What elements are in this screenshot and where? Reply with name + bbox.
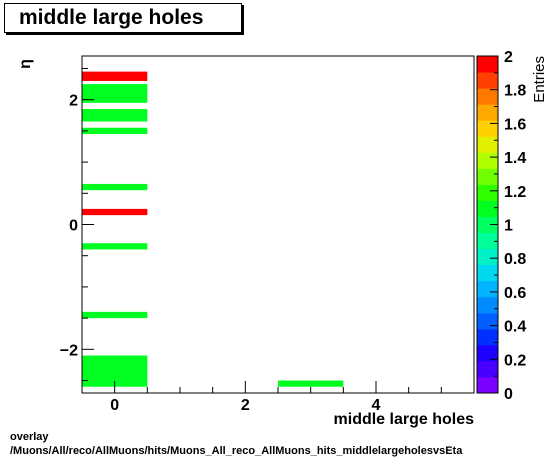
- colorbar-segment: [477, 248, 498, 266]
- colorbar-segment: [477, 136, 498, 153]
- heatmap-cell: [82, 311, 148, 319]
- footer-path-label: /Muons/All/reco/AllMuons/hits/Muons_All_…: [10, 445, 463, 457]
- x-tick-label: 0: [110, 397, 119, 414]
- colorbar-segment: [477, 88, 498, 105]
- colorbar-segment: [477, 216, 498, 234]
- colorbar-tick-label: 1.6: [504, 116, 526, 133]
- heatmap-cell: [82, 183, 148, 191]
- heatmap-cell: [82, 71, 148, 81]
- colorbar-tick-label: 0.2: [504, 352, 526, 369]
- x-tick-label: 4: [372, 397, 381, 414]
- histogram-title: middle large holes: [4, 3, 242, 33]
- y-axis-title: η: [17, 59, 34, 69]
- colorbar-tick-label: 0.8: [504, 251, 526, 268]
- colorbar-segment: [477, 376, 498, 394]
- colorbar-tick-label: 2: [504, 49, 513, 66]
- colorbar-segment: [477, 232, 498, 250]
- heatmap-cell: [82, 109, 148, 122]
- colorbar-segment: [477, 312, 498, 330]
- colorbar-segment: [477, 120, 498, 137]
- heatmap-cell: [82, 127, 148, 135]
- colorbar-segment: [477, 152, 498, 169]
- colorbar-tick-label: 1.4: [504, 150, 526, 167]
- colorbar-segment: [477, 360, 498, 378]
- colorbar-segment: [477, 328, 498, 346]
- x-tick-label: 2: [241, 397, 250, 414]
- heatmap-cell: [82, 84, 148, 103]
- colorbar-tick-label: 1.8: [504, 83, 526, 100]
- y-tick-label: 0: [69, 218, 78, 235]
- colorbar-segment: [477, 344, 498, 362]
- plot-area: [82, 56, 474, 393]
- colorbar-tick-label: 1.2: [504, 184, 526, 201]
- colorbar-segment: [477, 200, 498, 217]
- heatmap-cell: [82, 208, 148, 216]
- colorbar-segment: [477, 264, 498, 282]
- colorbar-segment: [477, 104, 498, 121]
- colorbar-segment: [477, 280, 498, 298]
- colorbar-tick-label: 0: [504, 386, 513, 403]
- colorbar-segment: [477, 72, 498, 89]
- x-axis-title: middle large holes: [334, 411, 475, 428]
- colorbar-tick-label: 0.6: [504, 285, 526, 302]
- colorbar-segment: [477, 296, 498, 314]
- colorbar-segment: [477, 56, 498, 73]
- footer-overlay-label: overlay: [10, 431, 49, 443]
- colorbar-title: Entries: [531, 56, 546, 103]
- heatmap-cell: [82, 243, 148, 250]
- colorbar-segment: [477, 168, 498, 185]
- heatmap-cell: [278, 380, 344, 387]
- colorbar-segment: [477, 184, 498, 201]
- y-tick-label: −2: [60, 342, 78, 359]
- colorbar-tick-label: 0.4: [504, 319, 526, 336]
- heatmap-plot: 0 2 4 −2 0 2 middle large holes η 0 0.2 0.4 0.6 0.8 1…: [17, 49, 546, 428]
- y-tick-label: 2: [69, 93, 78, 110]
- colorbar-tick-label: 1: [504, 218, 513, 235]
